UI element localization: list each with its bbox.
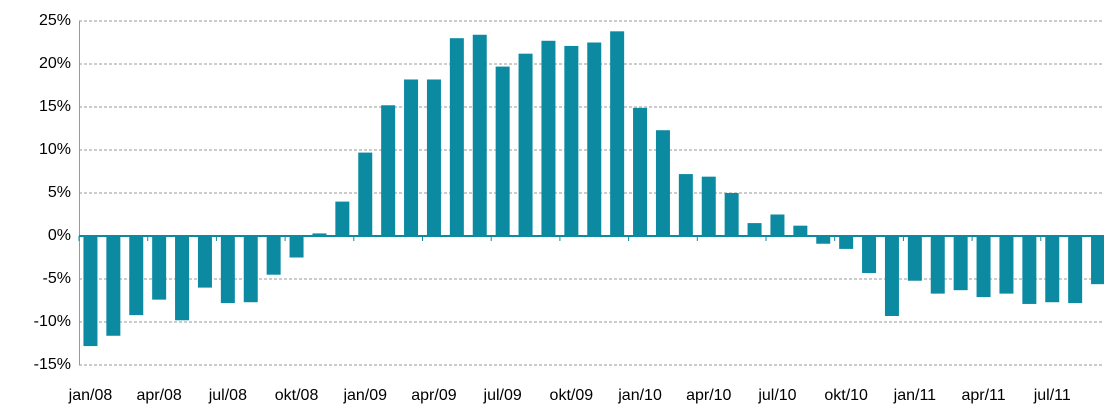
y-tick-label: -10% [34,313,71,330]
bar [564,45,579,236]
bar [747,223,762,236]
x-tick-label: jan/10 [617,387,662,404]
y-tick-label: 5% [48,184,71,201]
x-tick-label: jan/08 [68,387,113,404]
y-tick-label: 25% [39,12,71,29]
bar [1068,236,1083,304]
bar [472,34,487,237]
x-tick-label: apr/08 [136,387,181,404]
bar [770,214,785,236]
bar [610,31,625,236]
x-tick-label: jul/09 [483,387,522,404]
bar [816,236,831,244]
bar [839,236,854,249]
bar [976,236,991,298]
bar [243,236,258,303]
bar [884,236,899,316]
bar [701,176,716,236]
bar [449,38,464,237]
y-tick-label: 10% [39,141,71,158]
x-tick-label: jan/11 [893,387,937,404]
bar [404,79,419,236]
x-tick-label: apr/11 [961,387,1005,404]
y-tick-label: -15% [34,356,71,373]
bar [495,66,510,236]
bar [1045,236,1060,303]
bar [1022,236,1037,304]
bar [655,130,670,236]
y-tick-label: -5% [43,270,71,287]
bar [793,225,808,236]
bar [381,105,396,236]
bar [587,42,602,236]
x-tick-label: jul/08 [208,387,247,404]
bar [907,236,922,281]
x-tick-label: okt/10 [824,387,868,404]
x-tick-label: apr/10 [686,387,731,404]
y-tick-label: 15% [39,98,71,115]
x-tick-label: okt/09 [550,387,594,404]
bar [541,40,556,236]
bar [426,79,441,236]
bar [220,236,235,304]
bar [633,107,648,236]
bar [1091,236,1104,285]
bar [999,236,1014,294]
bar [678,174,693,236]
x-tick-label: jan/09 [342,387,387,404]
bar [129,236,144,316]
bar [106,236,121,336]
bar [953,236,968,291]
bar [152,236,167,300]
bar [289,236,304,258]
bar [335,201,350,236]
bar [83,236,98,347]
bar [266,236,281,275]
bar [862,236,877,273]
x-tick-label: okt/08 [275,387,319,404]
bar [197,236,212,288]
bar [358,152,373,236]
bar [930,236,945,294]
y-tick-label: 20% [39,55,71,72]
x-tick-label: jul/10 [757,387,796,404]
y-tick-label: 0% [48,227,71,244]
bar [312,233,327,236]
bar [175,236,190,321]
bar [518,53,533,237]
x-tick-label: jul/11 [1033,387,1071,404]
bar [724,193,739,236]
x-tick-label: apr/09 [411,387,456,404]
